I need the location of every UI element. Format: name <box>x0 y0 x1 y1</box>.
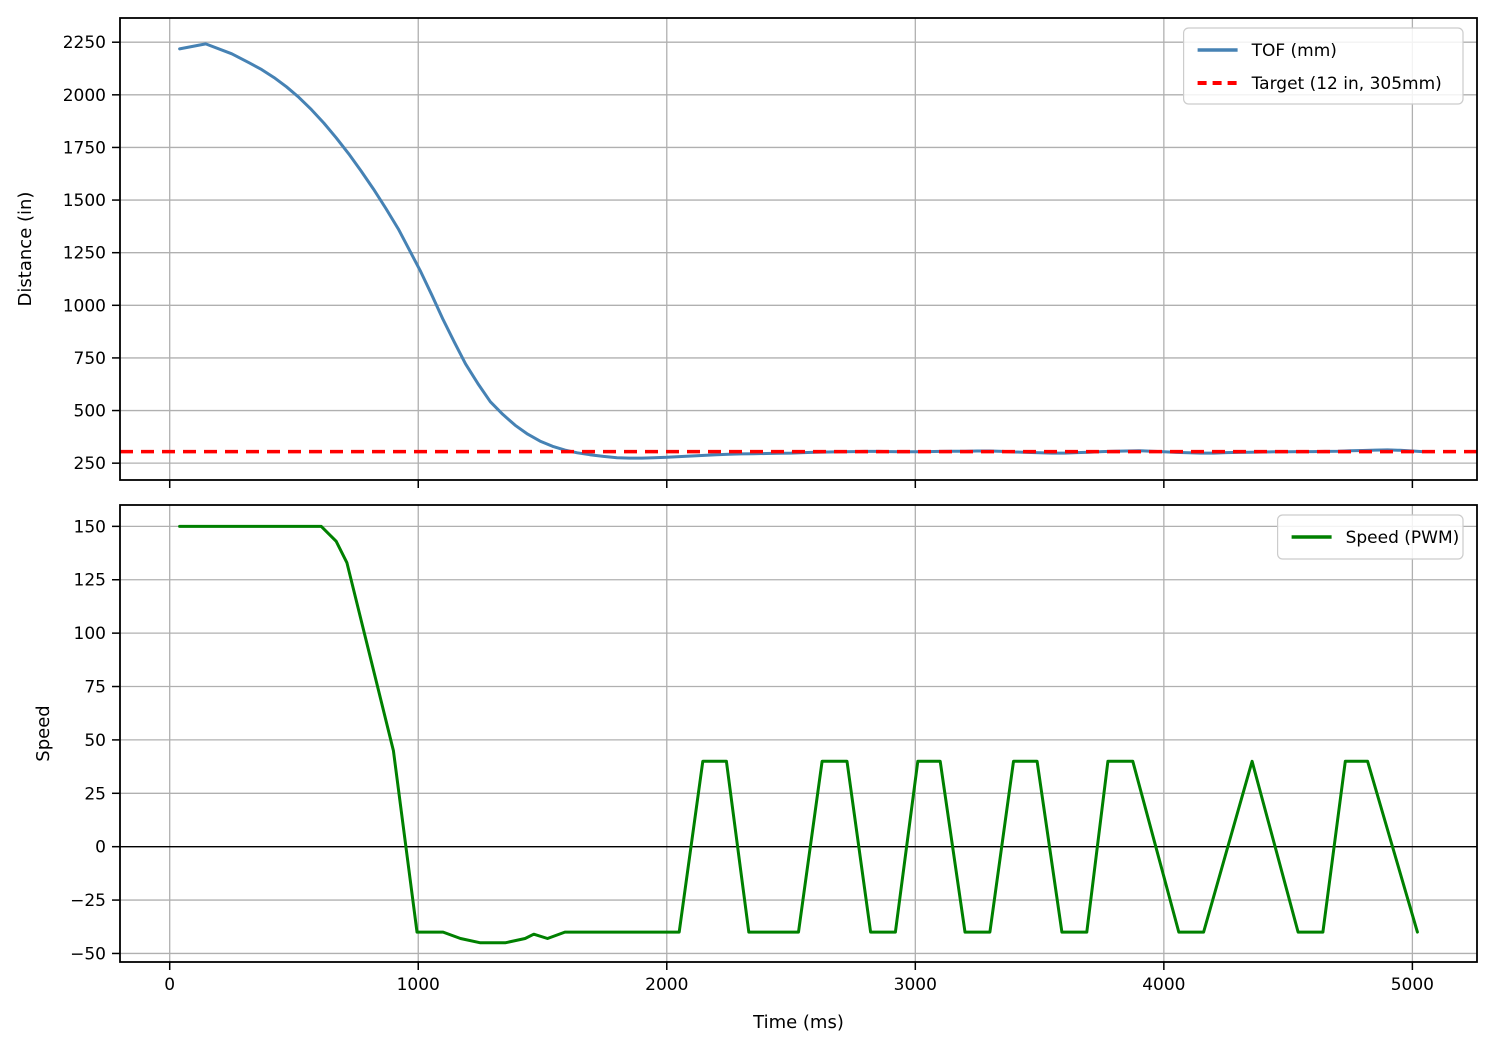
distance-plot-spines <box>119 17 1478 481</box>
distance-plot-legend <box>1182 27 1464 105</box>
speed-plot-spines <box>119 504 1478 963</box>
x-tick-label: 5000 <box>1391 975 1434 995</box>
y-tick-label: 0 <box>95 838 106 858</box>
y-tick-label: 1750 <box>63 138 106 158</box>
y-tick-label: 2250 <box>63 33 106 53</box>
y-tick-label: 50 <box>84 731 106 751</box>
y-tick-label: 1000 <box>63 296 106 316</box>
legend-label: Target (12 in, 305mm) <box>1251 74 1442 94</box>
legend-label: TOF (mm) <box>1251 41 1337 61</box>
y-tick-label: 1250 <box>63 244 106 264</box>
legend-label: Speed (PWM) <box>1346 528 1460 548</box>
y-tick-label: 750 <box>74 349 106 369</box>
x-tick-label: 4000 <box>1142 975 1185 995</box>
y-tick-label: 150 <box>74 517 106 537</box>
time-axis-label: Time (ms) <box>752 1012 844 1033</box>
x-tick-label: 3000 <box>894 975 937 995</box>
y-tick-label: −50 <box>70 944 106 964</box>
y-tick-label: 100 <box>74 624 106 644</box>
speed-line <box>178 524 1419 945</box>
y-tick-label: 75 <box>84 678 106 698</box>
x-tick-label: 2000 <box>645 975 688 995</box>
distance-axis-label: Distance (in) <box>15 192 36 307</box>
y-tick-label: −25 <box>70 891 106 911</box>
speed-plot-legend <box>1276 514 1464 560</box>
x-tick-label: 0 <box>164 975 175 995</box>
y-tick-label: 500 <box>74 402 106 422</box>
speed-axis-label: Speed <box>33 705 54 761</box>
y-tick-label: 25 <box>84 784 106 804</box>
y-tick-label: 250 <box>74 454 106 474</box>
y-tick-label: 125 <box>74 571 106 591</box>
y-tick-label: 1500 <box>63 191 106 211</box>
y-tick-label: 2000 <box>63 86 106 106</box>
x-tick-label: 1000 <box>397 975 440 995</box>
